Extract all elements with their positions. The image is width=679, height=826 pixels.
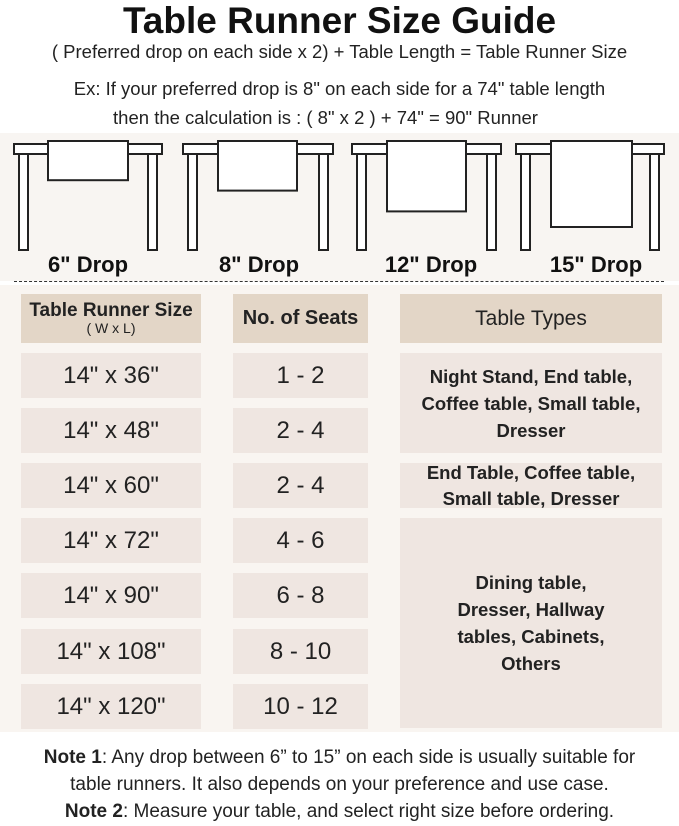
header-seats: No. of Seats [233, 294, 368, 343]
table-row-seats: 2 - 4 [233, 408, 368, 453]
table-row-size: 14" x 36" [21, 353, 201, 398]
table-types-1: Night Stand, End table, Coffee table, Sm… [400, 353, 662, 453]
table-row-seats: 4 - 6 [233, 518, 368, 563]
example-line-1: Ex: If your preferred drop is 8" on each… [73, 78, 606, 99]
table-row-size: 14" x 120" [21, 684, 201, 729]
table-runner [217, 140, 298, 192]
formula-text: ( Preferred drop on each side x 2) + Tab… [51, 41, 628, 62]
table-row-size: 14" x 108" [21, 629, 201, 674]
note-1-cont: table runners. It also depends on your p… [70, 774, 609, 795]
table-row-seats: 10 - 12 [233, 684, 368, 729]
drop-label-15: 15" Drop [549, 252, 643, 277]
table-leg [318, 153, 329, 251]
table-row-seats: 2 - 4 [233, 463, 368, 508]
note-1-label: Note 1 [43, 747, 102, 768]
note-2: Note 2: Measure your table, and select r… [0, 798, 679, 825]
note-1: Note 1: Any drop between 6” to 15” on ea… [0, 744, 679, 771]
table-runner [47, 140, 129, 182]
table-row-size: 14" x 48" [21, 408, 201, 453]
table-row-size: 14" x 60" [21, 463, 201, 508]
table-leg [187, 153, 198, 251]
table-leg [356, 153, 367, 251]
drop-label-12: 12" Drop [384, 252, 478, 277]
header-size-label: Table Runner Size [29, 300, 193, 321]
note-2-label: Note 2 [64, 801, 123, 822]
table-row-size: 14" x 90" [21, 573, 201, 618]
note-1-text: : Any drop between 6” to 15” on each sid… [101, 747, 636, 768]
example-line-2: then the calculation is : ( 8" x 2 ) + 7… [113, 107, 538, 128]
drop-diagrams [13, 140, 665, 251]
table-runner [550, 140, 633, 228]
table-types-2: End Table, Coffee table, Small table, Dr… [400, 462, 662, 509]
drop-label-8: 8" Drop [218, 252, 300, 277]
drop-label-6: 6" Drop [47, 252, 129, 277]
header-size: Table Runner Size ( W x L) [21, 294, 201, 343]
table-leg [147, 153, 158, 251]
note-2-text: : Measure your table, and select right s… [122, 801, 615, 822]
table-runner [386, 140, 467, 213]
table-leg [649, 153, 660, 251]
table-types-3: Dining table, Dresser, Hallway tables, C… [400, 518, 662, 728]
page-title: Table Runner Size Guide [122, 0, 557, 41]
table-leg [18, 153, 29, 251]
table-row-seats: 8 - 10 [233, 629, 368, 674]
header-size-sub: ( W x L) [86, 320, 136, 336]
table-leg [520, 153, 531, 251]
table-leg [486, 153, 497, 251]
table-row-seats: 6 - 8 [233, 573, 368, 618]
header-types: Table Types [400, 294, 662, 343]
dashed-divider [14, 281, 664, 282]
table-row-size: 14" x 72" [21, 518, 201, 563]
table-row-seats: 1 - 2 [233, 353, 368, 398]
